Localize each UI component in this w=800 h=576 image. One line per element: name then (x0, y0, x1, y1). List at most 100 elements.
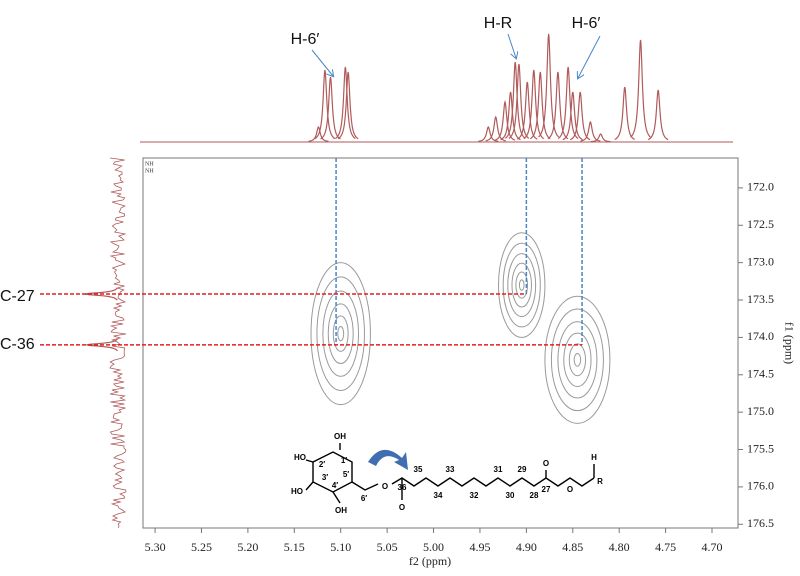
atom-label: HO (291, 487, 303, 496)
y-tick-label: 175.0 (747, 404, 774, 418)
atom-label: 1′ (341, 456, 347, 465)
atom-label: O (399, 503, 405, 512)
y-tick-label: 172.0 (747, 180, 774, 194)
contour (507, 253, 537, 317)
spectrum-peak (314, 69, 336, 140)
atom-label: HO (294, 453, 306, 462)
contour (310, 262, 371, 406)
arrows (311, 33, 601, 78)
x-tick-label: 4.85 (562, 540, 583, 554)
contour (511, 262, 532, 308)
atom-label: OH (335, 506, 347, 515)
spectrum-peak (562, 91, 584, 141)
spectrum-peak (557, 66, 579, 140)
atom-label: 27 (542, 485, 551, 494)
annotation: H-6′ (572, 15, 601, 32)
annotation: C-36 (0, 336, 35, 353)
y-tick-label: 172.5 (747, 217, 774, 231)
contour (502, 242, 541, 328)
annotation: H-R (484, 15, 512, 32)
atom-label: 28 (530, 491, 539, 500)
atom-label: 32 (470, 491, 479, 500)
atom-label: 34 (434, 491, 443, 500)
contour (322, 290, 360, 377)
x-tick-label: 5.10 (330, 540, 351, 554)
spectrum-peak (500, 91, 521, 141)
annotation: C-27 (0, 288, 35, 305)
contour (518, 279, 525, 291)
atom-label: OH (334, 432, 346, 441)
x-tick-label: 4.80 (609, 540, 630, 554)
noise-trace (109, 157, 127, 529)
spectrum-peak (517, 81, 538, 140)
spectrum-peak (614, 86, 636, 140)
x-tick-label: 5.20 (237, 540, 258, 554)
spectrum-peak (478, 126, 499, 142)
y-tick-label: 174.5 (747, 367, 774, 381)
x-tick-label: 5.25 (191, 540, 212, 554)
y-axis-label: f1 (ppm) (782, 322, 796, 364)
spectrum-peak (320, 76, 341, 140)
spectrum-peak (485, 115, 506, 142)
atom-label: 35 (414, 465, 423, 474)
x-axis-label: f2 (ppm) (409, 554, 451, 568)
atom-label: 33 (446, 465, 455, 474)
contour (568, 343, 587, 377)
spectrum-peak (494, 99, 516, 141)
y-tick-label: 176.0 (747, 479, 774, 493)
contour (337, 326, 345, 342)
spectrum-peak (590, 133, 611, 143)
atom-label: H (591, 453, 597, 462)
contour (557, 321, 598, 399)
contour (498, 232, 546, 338)
atom-label: 29 (518, 465, 527, 474)
y-tick-label: 173.5 (747, 292, 774, 306)
contour (550, 308, 604, 412)
corner-label: NH (145, 161, 154, 167)
x-tick-label: 4.75 (655, 540, 676, 554)
corner-label: NH (145, 168, 154, 174)
annotation: H-6′ (291, 31, 320, 48)
spectrum-peak (538, 33, 560, 138)
atom-label: 6′ (361, 494, 367, 503)
x-tick-label: 5.15 (284, 540, 305, 554)
atom-label: 30 (506, 491, 515, 500)
plot-frame (142, 157, 739, 529)
y-tick-label: 176.5 (747, 516, 774, 530)
atom-label: R (597, 477, 603, 486)
contour (327, 303, 354, 364)
spectrum-peak (508, 63, 530, 139)
contour (573, 352, 582, 367)
atom-label: O (567, 485, 573, 494)
atom-label: 5′ (343, 470, 349, 479)
x-tick-label: 4.70 (702, 540, 723, 554)
contour (316, 276, 365, 391)
spectrum-peak (547, 71, 569, 140)
contour (515, 271, 529, 299)
x-tick-label: 5.05 (377, 540, 398, 554)
spectrum-peak (337, 71, 359, 140)
atom-label: 3′ (322, 473, 328, 482)
x-tick-label: 5.00 (423, 540, 444, 554)
y-tick-label: 173.0 (747, 254, 774, 268)
atom-label: O (382, 482, 388, 491)
atom-label: 2′ (319, 460, 325, 469)
atom-label: 4′ (332, 481, 338, 490)
atom-label: 31 (494, 465, 503, 474)
contour (332, 315, 349, 352)
x-tick-label: 4.90 (516, 540, 537, 554)
spectrum-peak (84, 338, 118, 352)
structure: OH HO 1′ 2′ 3′ 4′ 5′ HO OH 6′ O O 36 35 … (291, 432, 603, 515)
contour (563, 332, 592, 388)
x-tick-label: 4.95 (469, 540, 490, 554)
contour (544, 295, 611, 424)
spectrum-peak (647, 89, 669, 141)
spectrum-peak (529, 71, 551, 140)
y-tick-label: 174.0 (747, 329, 774, 343)
atom-label: O (543, 459, 549, 468)
spectrum-peak (335, 66, 356, 140)
spectrum-peak (308, 126, 329, 142)
atom-label: 36 (398, 483, 407, 492)
y-tick-label: 175.5 (747, 441, 774, 455)
